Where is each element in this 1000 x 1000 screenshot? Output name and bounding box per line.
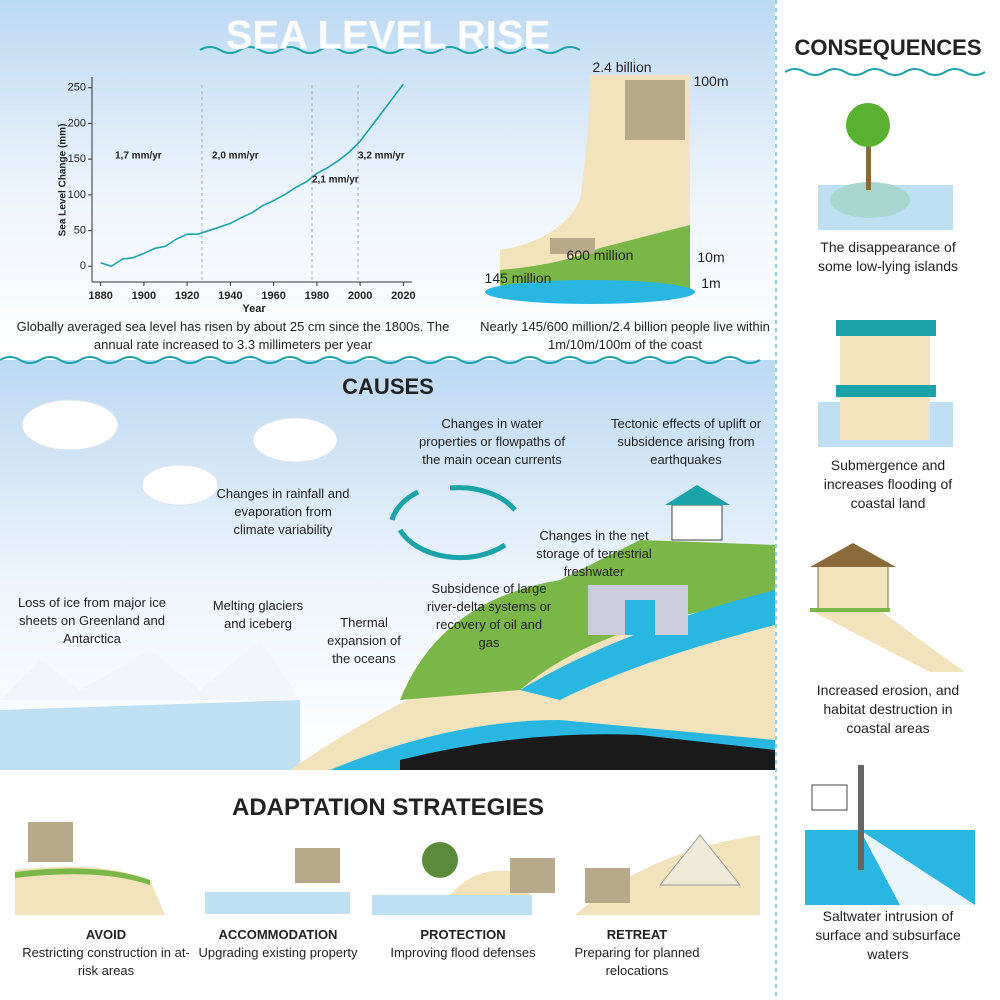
cause-text: Thermal expansion of the oceans: [327, 615, 401, 666]
x-tick-label: 1900: [132, 290, 156, 302]
strategy-name: PROTECTION: [420, 927, 506, 942]
consequences-title: CONSEQUENCES: [794, 35, 982, 60]
rate-annotation: 1,7 mm/yr: [115, 151, 162, 162]
adaptation-title: ADAPTATION STRATEGIES: [232, 794, 544, 821]
strategy-name: ACCOMMODATION: [218, 927, 338, 942]
cause-text: Changes in rainfall and evaporation from…: [216, 486, 350, 537]
period-dividers: [201, 85, 359, 280]
x-tick-label: 2020: [391, 290, 415, 302]
causes-title: CAUSES: [342, 374, 434, 399]
rate-annotation: 3,2 mm/yr: [358, 151, 405, 162]
consequence-text: Saltwater intrusion of surface and subsu…: [815, 908, 961, 962]
strategy-name: AVOID: [85, 927, 127, 942]
cause-text: Melting glaciers and iceberg: [212, 598, 304, 631]
consequence-text: Submergence and increases flooding of co…: [823, 457, 953, 511]
x-tick-label: 1980: [305, 290, 329, 302]
strategy-description: Preparing for planned relocations: [574, 945, 700, 978]
x-tick-label: 2000: [348, 290, 372, 302]
chart-title: SEA LEVEL RISE: [226, 14, 551, 58]
strategy-description: Improving flood defenses: [390, 945, 536, 960]
consequence-text: The disappearance of some low-lying isla…: [817, 239, 959, 274]
y-tick-label: 100: [68, 189, 86, 201]
consequence-text: Increased erosion, and habitat destructi…: [816, 682, 960, 736]
sea-level-line: [100, 83, 404, 268]
rate-annotation: 2,1 mm/yr: [312, 175, 359, 186]
elevation-label: 1m: [701, 275, 721, 291]
y-tick-label: 0: [80, 260, 86, 272]
x-tick-label: 1880: [88, 290, 112, 302]
cause-text: Loss of ice from major ice sheets on Gre…: [17, 595, 167, 646]
cause-text: Changes in the net storage of terrestria…: [536, 528, 652, 579]
y-tick-label: 200: [68, 117, 86, 129]
cause-text: Changes in water properties or flowpaths…: [419, 416, 565, 467]
x-axis-label: Year: [242, 303, 266, 315]
y-tick-label: 250: [68, 82, 86, 94]
population-count: 600 million: [566, 247, 634, 263]
cause-text: Subsidence of large river-delta systems …: [426, 581, 552, 650]
chart-caption: Globally averaged sea level has risen by…: [16, 319, 450, 352]
population-count: 145 million: [484, 270, 552, 286]
y-tick-label: 50: [74, 224, 86, 236]
x-tick-label: 1920: [175, 290, 199, 302]
strategy-description: Upgrading existing property: [198, 945, 358, 960]
x-tick-label: 1940: [218, 290, 242, 302]
elevation-label: 100m: [693, 73, 729, 89]
population-count: 2.4 billion: [592, 59, 652, 75]
population-caption: Nearly 145/600 million/2.4 billion peopl…: [480, 319, 770, 352]
cause-text: Tectonic effects of uplift or subsidence…: [610, 416, 762, 467]
y-tick-label: 150: [68, 153, 86, 165]
rate-annotation: 2,0 mm/yr: [212, 151, 259, 162]
sea-level-chart: SEA LEVEL RISE Sea Level Change (mm) Yea…: [58, 13, 551, 315]
strategy-description: Restricting construction in at-risk area…: [22, 945, 190, 978]
strategy-name: RETREAT: [606, 927, 668, 942]
elevation-label: 10m: [697, 249, 725, 265]
y-axis-label: Sea Level Change (mm): [58, 124, 69, 237]
x-tick-label: 1960: [261, 290, 285, 302]
